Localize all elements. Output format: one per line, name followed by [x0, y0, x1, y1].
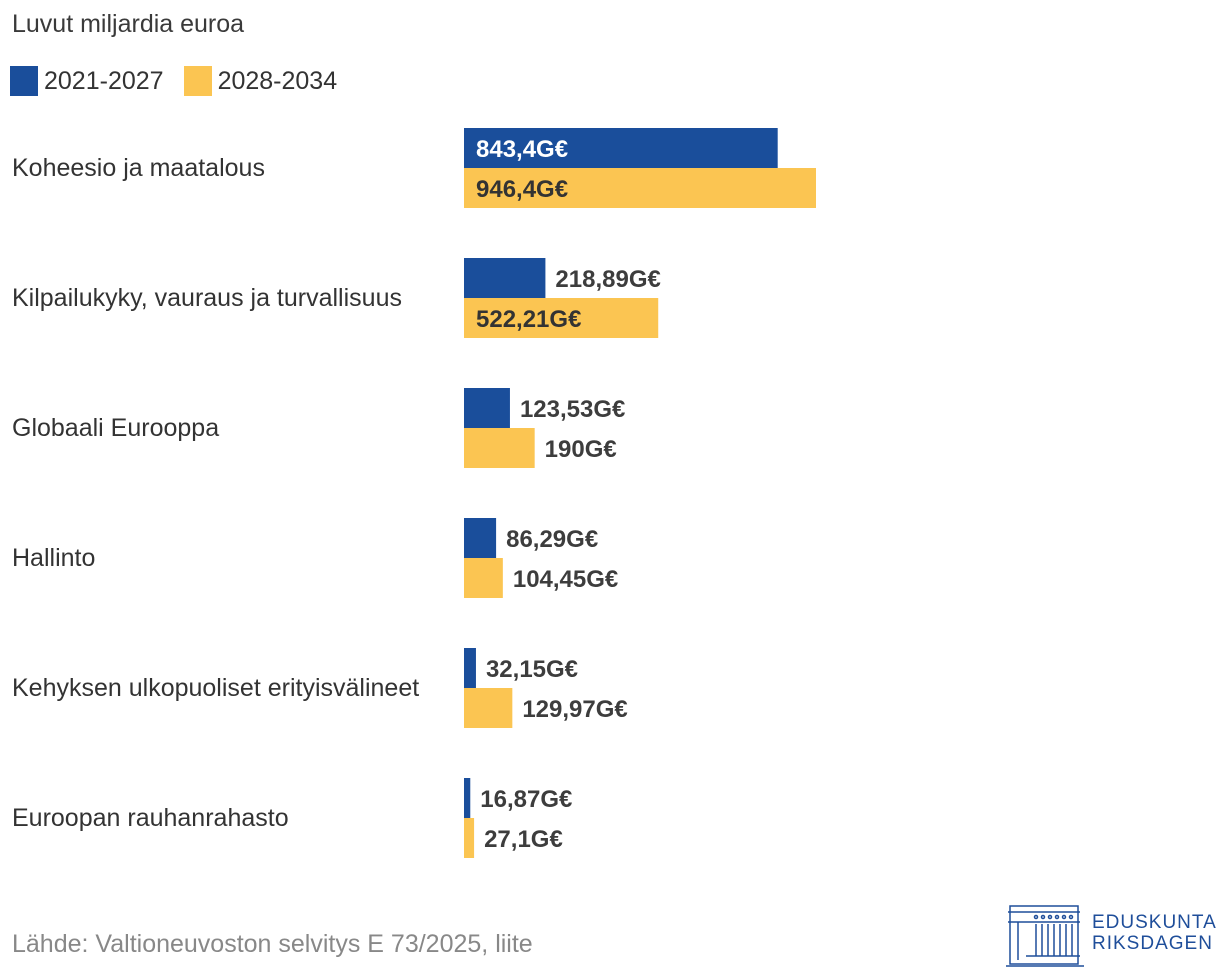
bar-2028-2034 [464, 168, 816, 208]
bar-2028-2034 [464, 688, 513, 728]
logo-line-1: EDUSKUNTA [1092, 912, 1217, 933]
bar-2021-2027 [464, 778, 471, 818]
bar-data-label: 843,4G€ [476, 136, 568, 163]
bar-2021-2027 [464, 648, 476, 688]
bar-data-label: 32,15G€ [486, 656, 578, 683]
bar-data-label: 123,53G€ [520, 396, 625, 423]
logo-line-2: RIKSDAGEN [1092, 933, 1213, 954]
legend-label: 2028-2034 [217, 66, 338, 95]
legend-item-2028-2034: 2028-2034 [183, 66, 338, 96]
category-label: Euroopan rauhanrahasto [12, 804, 289, 832]
bar-2021-2027 [464, 388, 510, 428]
bar-2021-2027 [464, 258, 546, 298]
legend-swatch-2028-2034 [183, 66, 212, 96]
category-label: Koheesio ja maatalous [12, 154, 265, 182]
bar-2021-2027 [464, 128, 778, 168]
bar-data-label: 104,45G€ [513, 566, 618, 593]
category-label: Kilpailukyky, vauraus ja turvallisuus [12, 284, 402, 312]
legend-label: 2021-2027 [44, 66, 164, 95]
chart-subtitle: Luvut miljardia euroa [12, 10, 245, 38]
bar-2028-2034 [464, 428, 535, 468]
legend-item-2021-2027: 2021-2027 [10, 66, 164, 96]
bar-data-label: 86,29G€ [506, 526, 598, 553]
bar-data-label: 129,97G€ [522, 696, 627, 723]
bar-2021-2027 [464, 518, 497, 558]
logo-text: EDUSKUNTA RIKSDAGEN [1092, 912, 1217, 954]
bar-data-label: 218,89G€ [555, 266, 660, 293]
legend-swatch-2021-2027 [10, 66, 38, 96]
bar-data-label: 27,1G€ [484, 826, 563, 853]
eduskunta-logo: EDUSKUNTA RIKSDAGEN [1006, 898, 1216, 970]
bar-data-label: 16,87G€ [480, 786, 572, 813]
bar-chart: Koheesio ja maatalous 843,4G€ 946,4G€ Kilpa… [12, 128, 816, 858]
category-label: Globaali Eurooppa [12, 414, 219, 442]
bar-2028-2034 [464, 298, 659, 338]
bar-2028-2034 [464, 558, 503, 598]
category-label: Hallinto [12, 544, 95, 572]
bar-data-label: 522,21G€ [476, 306, 581, 333]
source-note: Lähde: Valtioneuvoston selvitys E 73/202… [12, 930, 533, 958]
category-label: Kehyksen ulkopuoliset erityisvälineet [12, 674, 419, 702]
bar-data-label: 946,4G€ [476, 176, 568, 203]
bar-data-label: 190G€ [545, 436, 617, 463]
bar-2028-2034 [464, 818, 475, 858]
legend: 2021-2027 2028-2034 [10, 66, 357, 96]
parliament-building-icon [1006, 905, 1084, 967]
